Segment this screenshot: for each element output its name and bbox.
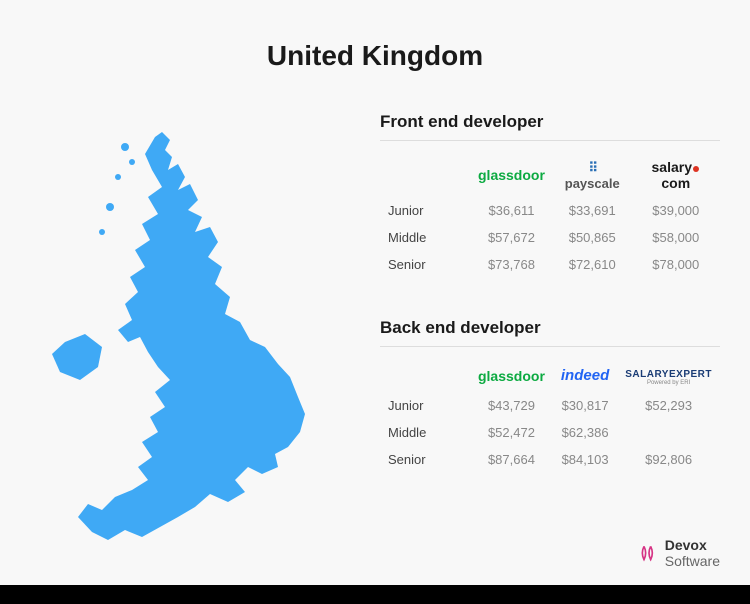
brand-salarycom: salarycom xyxy=(632,153,720,197)
salary-value: $36,611 xyxy=(470,197,553,224)
frontend-title: Front end developer xyxy=(380,112,720,132)
salary-value: $62,386 xyxy=(553,419,617,446)
brand-indeed: indeed xyxy=(553,359,617,392)
level-label: Senior xyxy=(380,251,470,278)
divider xyxy=(380,140,720,141)
level-label: Junior xyxy=(380,197,470,224)
table-row: Senior $87,664 $84,103 $92,806 xyxy=(380,446,720,473)
table-row: Junior $36,611 $33,691 $39,000 xyxy=(380,197,720,224)
table-row: Middle $52,472 $62,386 xyxy=(380,419,720,446)
salary-value: $39,000 xyxy=(632,197,720,224)
salary-value: $92,806 xyxy=(617,446,720,473)
brand-glassdoor: glassdoor xyxy=(470,359,553,392)
salary-value: $43,729 xyxy=(470,392,553,419)
backend-title: Back end developer xyxy=(380,318,720,338)
backend-table: glassdoor indeed SALARYEXPERTPowered by … xyxy=(380,359,720,473)
salary-value: $52,472 xyxy=(470,419,553,446)
salary-value: $72,610 xyxy=(553,251,632,278)
salary-value xyxy=(617,419,720,446)
devox-logo: DevoxSoftware xyxy=(639,537,720,569)
salary-value: $73,768 xyxy=(470,251,553,278)
page-title: United Kingdom xyxy=(30,40,720,72)
brand-payscale: payscale xyxy=(553,153,632,197)
devox-icon xyxy=(639,543,659,563)
brand-primary: Devox xyxy=(665,537,707,553)
salary-value: $78,000 xyxy=(632,251,720,278)
content-grid: Front end developer glassdoor payscale s… xyxy=(30,112,720,557)
level-label: Junior xyxy=(380,392,470,419)
uk-map xyxy=(30,112,330,557)
salary-value: $87,664 xyxy=(470,446,553,473)
salary-value: $33,691 xyxy=(553,197,632,224)
brand-secondary: Software xyxy=(665,553,720,569)
table-row: Junior $43,729 $30,817 $52,293 xyxy=(380,392,720,419)
table-row: Middle $57,672 $50,865 $58,000 xyxy=(380,224,720,251)
salary-value: $52,293 xyxy=(617,392,720,419)
brand-glassdoor: glassdoor xyxy=(470,153,553,197)
salary-value: $30,817 xyxy=(553,392,617,419)
bottom-strip xyxy=(0,585,750,604)
level-label: Middle xyxy=(380,224,470,251)
salary-value: $50,865 xyxy=(553,224,632,251)
frontend-table: glassdoor payscale salarycom Junior $36,… xyxy=(380,153,720,278)
level-label: Senior xyxy=(380,446,470,473)
salary-value: $57,672 xyxy=(470,224,553,251)
salary-value: $84,103 xyxy=(553,446,617,473)
salary-value: $58,000 xyxy=(632,224,720,251)
brand-salaryexpert: SALARYEXPERTPowered by ERI xyxy=(617,359,720,392)
tables-area: Front end developer glassdoor payscale s… xyxy=(360,112,720,557)
divider xyxy=(380,346,720,347)
table-row: Senior $73,768 $72,610 $78,000 xyxy=(380,251,720,278)
level-label: Middle xyxy=(380,419,470,446)
